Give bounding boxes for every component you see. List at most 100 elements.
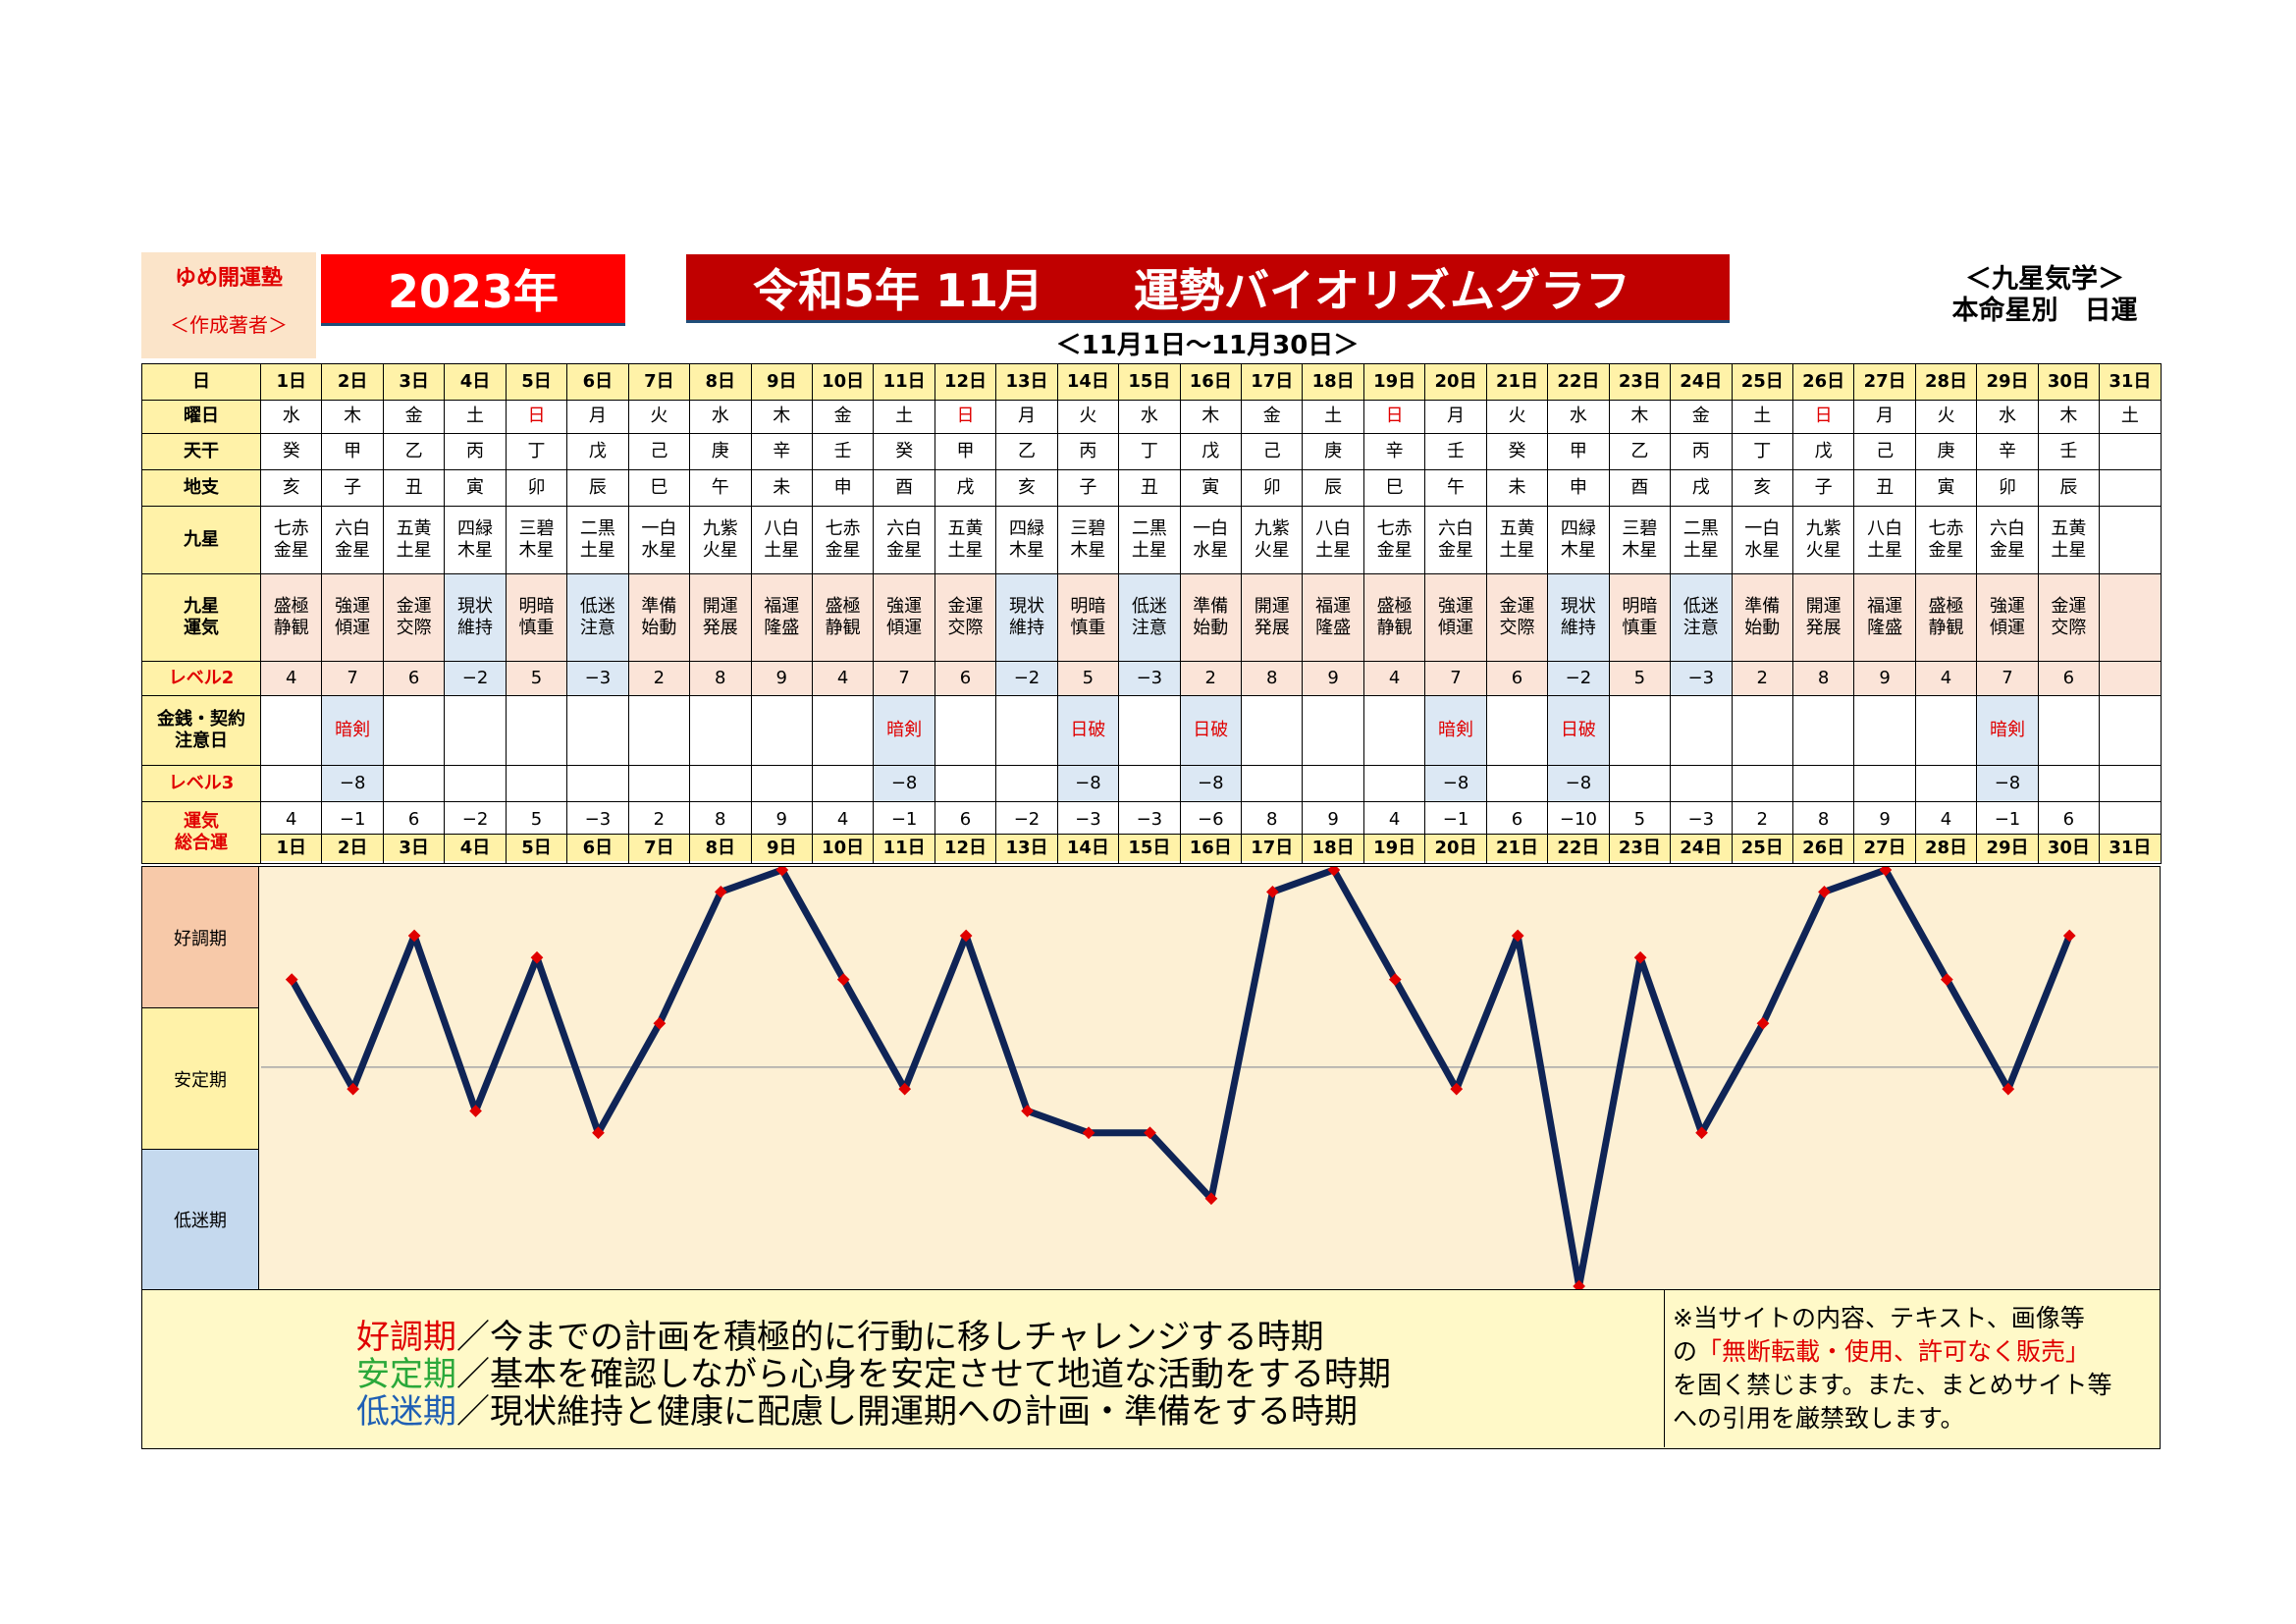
total-day-label: 28日 bbox=[1916, 834, 1976, 861]
cell-kyusei-unki: 強運 傾運 bbox=[1424, 573, 1487, 663]
cell-chishi: 辰 bbox=[2037, 469, 2101, 508]
cell-chishi: 酉 bbox=[873, 469, 935, 508]
total-value: −2 bbox=[996, 805, 1057, 835]
total-day-label: 15日 bbox=[1119, 834, 1180, 861]
row-label-weekday: 曜日 bbox=[141, 399, 261, 435]
legend-stable-text: ／基本を確認しながら心身を安定させて地道な活動をする時期 bbox=[456, 1355, 1391, 1394]
data-point bbox=[1021, 1105, 1034, 1117]
cell-chishi: 子 bbox=[1791, 469, 1855, 508]
cell-weekday: 日 bbox=[934, 399, 997, 435]
row-level2: レベル2 4 7 6 −2 5 −3 2 8 9 4 7 6 −2 5 −3 2 8 9 4 7 6 −2 5 −3 2 8 9 4 7 6 bbox=[141, 661, 2162, 696]
cell-kyusei: 四緑 木星 bbox=[1547, 506, 1610, 575]
total-value: 5 bbox=[507, 805, 566, 835]
cell-level3: −8 bbox=[1424, 765, 1487, 803]
cell-tenkan: 丁 bbox=[1731, 433, 1793, 471]
cell-total: −3 24日 bbox=[1670, 801, 1733, 864]
cell-total: 2 25日 bbox=[1731, 801, 1793, 864]
total-day-label: 21日 bbox=[1487, 834, 1547, 861]
total-value: 8 bbox=[690, 805, 750, 835]
cell-tenkan: 乙 bbox=[1608, 433, 1672, 471]
cell-tenkan: 癸 bbox=[873, 433, 935, 471]
cell-tenkan: 庚 bbox=[1302, 433, 1364, 471]
cell-weekday: 木 bbox=[1608, 399, 1672, 435]
cell-kyusei: 一白 水星 bbox=[627, 506, 691, 575]
cell-kyusei: 一白 水星 bbox=[1731, 506, 1793, 575]
cell-caution: 日破 bbox=[1056, 694, 1120, 767]
cell-total: 6 3日 bbox=[382, 801, 446, 864]
total-value: 4 bbox=[813, 805, 873, 835]
cell-level3 bbox=[1791, 765, 1855, 803]
cell-day: 10日 bbox=[811, 363, 875, 401]
cell-level2: 5 bbox=[1608, 661, 1672, 696]
total-day-label: 31日 bbox=[2100, 834, 2161, 861]
cell-weekday: 金 bbox=[811, 399, 875, 435]
total-day-label: 30日 bbox=[2039, 834, 2099, 861]
cell-chishi bbox=[2099, 469, 2162, 508]
cell-day: 19日 bbox=[1362, 363, 1426, 401]
cell-kyusei-unki: 強運 傾運 bbox=[1976, 573, 2039, 663]
cell-level3 bbox=[382, 765, 446, 803]
total-value: −1 bbox=[874, 805, 934, 835]
cell-kyusei: 三碧 木星 bbox=[1608, 506, 1672, 575]
cell-kyusei-unki bbox=[2099, 573, 2162, 663]
cell-kyusei: 一白 水星 bbox=[1179, 506, 1243, 575]
cell-chishi: 戌 bbox=[1670, 469, 1733, 508]
cell-tenkan: 丙 bbox=[1056, 433, 1120, 471]
legend-stable-term: 安定期 bbox=[356, 1355, 456, 1394]
cell-chishi: 午 bbox=[1424, 469, 1487, 508]
cell-chishi: 丑 bbox=[1118, 469, 1181, 508]
cell-chishi: 卯 bbox=[1240, 469, 1304, 508]
cell-level2: 4 bbox=[1914, 661, 1978, 696]
cell-total: −2 13日 bbox=[995, 801, 1058, 864]
cell-level2: 4 bbox=[811, 661, 875, 696]
cell-kyusei-unki: 開運 発展 bbox=[1240, 573, 1304, 663]
cell-level3: −8 bbox=[1976, 765, 2039, 803]
cell-total: −3 6日 bbox=[566, 801, 629, 864]
cell-tenkan: 丁 bbox=[1118, 433, 1181, 471]
cell-caution bbox=[750, 694, 813, 767]
cell-weekday: 火 bbox=[1914, 399, 1978, 435]
total-day-label: 26日 bbox=[1793, 834, 1853, 861]
legend-stable: 安定期／基本を確認しながら心身を安定させて地道な活動をする時期 bbox=[356, 1347, 1391, 1395]
cell-day: 11日 bbox=[873, 363, 935, 401]
cell-level3 bbox=[1362, 765, 1426, 803]
biorhythm-graph: 好調期 安定期 低迷期 bbox=[141, 866, 2161, 1290]
cell-total: 5 5日 bbox=[505, 801, 568, 864]
cell-tenkan: 戊 bbox=[1179, 433, 1243, 471]
cell-day: 28日 bbox=[1914, 363, 1978, 401]
cell-level3 bbox=[444, 765, 507, 803]
cell-day: 12日 bbox=[934, 363, 997, 401]
cell-level2: 5 bbox=[505, 661, 568, 696]
cell-kyusei: 三碧 木星 bbox=[1056, 506, 1120, 575]
cell-caution bbox=[1731, 694, 1793, 767]
cell-kyusei-unki: 盛極 静観 bbox=[1914, 573, 1978, 663]
total-value: 9 bbox=[1303, 805, 1363, 835]
cell-weekday: 木 bbox=[321, 399, 384, 435]
cell-caution bbox=[1240, 694, 1304, 767]
cell-kyusei: 五黄 土星 bbox=[382, 506, 446, 575]
total-day-label: 7日 bbox=[629, 834, 689, 861]
row-label-kyusei-unki: 九星 運気 bbox=[141, 573, 261, 663]
cell-tenkan bbox=[2099, 433, 2162, 471]
cell-tenkan: 戊 bbox=[566, 433, 629, 471]
cell-tenkan: 丁 bbox=[505, 433, 568, 471]
total-value: 6 bbox=[1487, 805, 1547, 835]
cell-weekday: 月 bbox=[1853, 399, 1916, 435]
cell-tenkan: 甲 bbox=[321, 433, 384, 471]
cell-weekday: 土 bbox=[1731, 399, 1793, 435]
cell-total: 9 27日 bbox=[1853, 801, 1916, 864]
total-value: −3 bbox=[567, 805, 628, 835]
cell-kyusei: 二黒 土星 bbox=[1118, 506, 1181, 575]
cell-kyusei-unki: 明暗 慎重 bbox=[1608, 573, 1672, 663]
cell-chishi: 寅 bbox=[444, 469, 507, 508]
cell-chishi: 亥 bbox=[995, 469, 1058, 508]
cell-kyusei: 九紫 火星 bbox=[689, 506, 752, 575]
cell-caution bbox=[995, 694, 1058, 767]
data-point bbox=[407, 929, 421, 943]
cell-caution bbox=[566, 694, 629, 767]
cell-total: 8 17日 bbox=[1240, 801, 1304, 864]
corner-label-1: ＜九星気学＞ bbox=[1965, 264, 2124, 295]
cell-caution bbox=[1302, 694, 1364, 767]
cell-caution: 暗剣 bbox=[1424, 694, 1487, 767]
cell-kyusei: 八白 土星 bbox=[750, 506, 813, 575]
